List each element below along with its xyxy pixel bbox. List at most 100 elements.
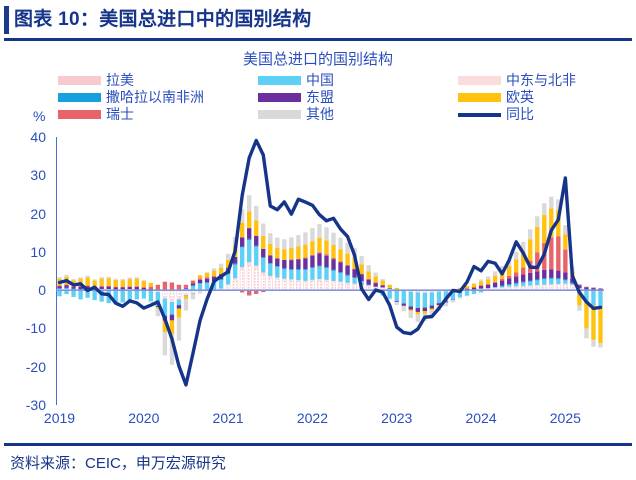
bar-segment (443, 302, 449, 307)
bar-segment (359, 273, 364, 275)
y-tick-label: 20 (30, 205, 46, 222)
legend-column-2: 中国 东盟 其他 (258, 72, 438, 123)
legend-item-china[interactable]: 中国 (258, 72, 438, 89)
bar-segment (401, 303, 406, 306)
bar-segment (183, 287, 189, 289)
bar-segment (169, 315, 175, 321)
legend-item-switzerland[interactable]: 瑞士 (58, 106, 238, 123)
legend-item-mena[interactable]: 中东与北非 (458, 72, 636, 89)
bar-segment (366, 279, 371, 280)
bar-segment (563, 279, 568, 281)
bar-segment (282, 268, 287, 270)
bar-segment (457, 290, 463, 298)
bar-segment (106, 278, 111, 286)
yoy-line (57, 138, 603, 387)
y-tick-label: 0 (38, 282, 46, 299)
bar-segment (577, 293, 582, 306)
bar-segment (338, 249, 343, 262)
bar-segment (225, 273, 231, 275)
bar-segment (345, 282, 350, 285)
bar-segment (324, 227, 329, 241)
bar-segment (155, 308, 161, 317)
legend-item-latin-america[interactable]: 拉美 (58, 72, 238, 89)
y-tick-label: -20 (25, 358, 46, 375)
legend-label-europe-uk: 欧英 (506, 89, 534, 105)
legend-item-others[interactable]: 其他 (258, 106, 438, 123)
bar-segment (261, 257, 266, 273)
bar-segment (197, 275, 203, 279)
bar-segment (71, 290, 76, 298)
bar-segment (274, 279, 280, 291)
bar-segment (57, 288, 62, 290)
bar-segment (260, 274, 266, 291)
bar-segment (218, 279, 224, 280)
bar-segment (549, 278, 554, 285)
bar-segment (387, 298, 392, 300)
bar-segment (134, 286, 139, 288)
bar-segment (303, 232, 308, 245)
bar-segment (317, 223, 322, 238)
bar-segment (324, 255, 329, 268)
bar-segment (556, 236, 561, 271)
bar-segment (408, 291, 413, 307)
bar-segment (422, 311, 428, 314)
bar-segment (598, 306, 603, 343)
bar-segment (183, 293, 189, 296)
bar-segment (457, 287, 463, 290)
bar-segment (254, 290, 259, 294)
bar-segment (162, 281, 168, 291)
bar-segment (317, 266, 322, 280)
bar-segment (303, 269, 308, 270)
bar-segment (485, 276, 491, 280)
bar-segment (289, 259, 294, 261)
bar-segment (443, 301, 449, 303)
bar-segment (345, 275, 350, 283)
y-tick-label: -10 (25, 320, 46, 337)
bar-segment (141, 287, 146, 290)
bar-segment (542, 278, 547, 280)
legend-item-sub-saharan-africa[interactable]: 撒哈拉以南非洲 (58, 89, 238, 106)
bar-segment (113, 287, 118, 290)
bar-segment (176, 308, 182, 318)
bar-segment (169, 334, 175, 365)
bar-segment (247, 211, 252, 229)
bar-segment (261, 223, 266, 236)
legend-item-europe-uk[interactable]: 欧英 (458, 89, 636, 106)
bar-segment (106, 276, 111, 279)
bar-segment (225, 253, 231, 260)
legend-item-asean[interactable]: 东盟 (258, 89, 438, 106)
bar-segment (183, 284, 189, 288)
x-tick-label: 2023 (381, 410, 413, 426)
bar-segment (148, 301, 154, 303)
chart-title: 美国总进口的国别结构 (242, 51, 393, 68)
bar-segment (549, 196, 554, 209)
bar-segment (289, 269, 294, 270)
bar-segment (141, 287, 146, 288)
bar-segment (85, 277, 90, 286)
bar-segment (485, 284, 491, 285)
bar-segment (464, 288, 470, 290)
bar-segment (401, 305, 406, 312)
bar-segment (591, 305, 596, 340)
bar-segment (352, 283, 357, 285)
legend-label-yoy: 同比 (506, 106, 534, 122)
bar-segment (542, 284, 547, 286)
bar-segment (310, 267, 315, 268)
bar-segment (254, 235, 259, 246)
bar-segment (240, 290, 245, 293)
x-tick-label: 2025 (549, 410, 581, 426)
bar-segment (324, 267, 329, 268)
bar-segment (176, 317, 182, 341)
bar-segment (134, 290, 139, 300)
bar-segment (471, 283, 477, 285)
bar-segment (528, 280, 533, 282)
legend-item-yoy[interactable]: 同比 (458, 106, 636, 123)
bar-segment (338, 272, 343, 282)
bar-segment (106, 285, 111, 287)
bar-segment (492, 275, 498, 282)
bar-segment (563, 249, 568, 273)
legend-label-china: 中国 (306, 72, 334, 88)
x-tick-label: 2020 (128, 410, 160, 426)
bar-segment (190, 293, 196, 300)
chart-svg (56, 137, 604, 405)
